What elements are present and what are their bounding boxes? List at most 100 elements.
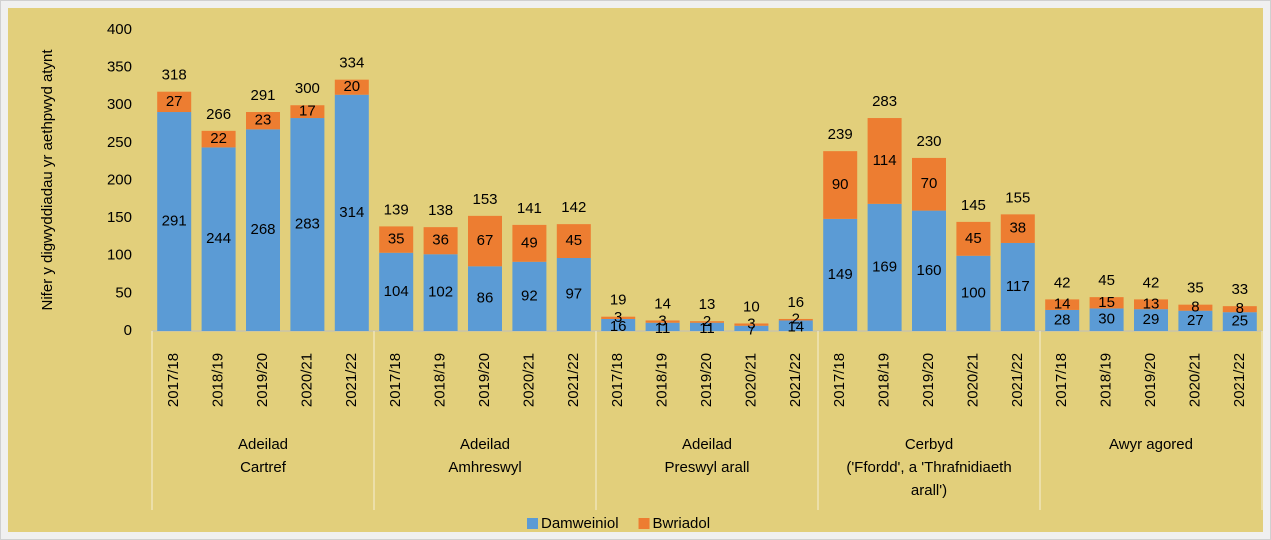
segment-label: 45 (565, 232, 582, 249)
x-tick-label: 2021/22 (343, 353, 360, 407)
bar-segment (1178, 304, 1213, 311)
total-label: 138 (428, 202, 453, 219)
segment-label: 3 (658, 313, 666, 330)
segment-label: 97 (565, 285, 582, 302)
x-tick-label: 2021/22 (1009, 353, 1026, 407)
segment-label: 45 (965, 230, 982, 247)
legend-swatch (638, 518, 650, 529)
segment-label: 149 (828, 266, 853, 283)
segment-label: 11 (655, 320, 671, 337)
bar-segment (423, 254, 458, 331)
x-tick-label: 2017/18 (1053, 353, 1070, 407)
bar-segment (1089, 297, 1124, 309)
bar-segment (246, 112, 280, 130)
bar-segment (645, 322, 680, 331)
x-tick-label: 2017/18 (165, 353, 182, 407)
bar-segment (246, 129, 280, 331)
bar-segment (379, 226, 414, 253)
segment-label: 244 (206, 230, 231, 247)
bar-segment (1045, 309, 1080, 331)
group-label: Cartref (240, 459, 287, 476)
x-tick-label: 2018/19 (876, 353, 893, 407)
legend-label: Damweiniol (541, 515, 619, 532)
total-label: 13 (699, 296, 716, 313)
segment-label: 20 (343, 78, 360, 95)
x-tick-label: 2018/19 (654, 353, 671, 407)
x-tick-label: 2021/22 (1231, 353, 1248, 407)
y-tick-label: 0 (124, 322, 132, 339)
group-label: Adeilad (238, 436, 288, 453)
segment-label: 2 (792, 311, 800, 328)
bar-segment (645, 320, 680, 323)
segment-label: 70 (921, 175, 938, 192)
group-label: Preswyl arall (664, 459, 749, 476)
segment-label: 14 (1054, 296, 1071, 313)
x-tick-label: 2020/21 (742, 353, 759, 407)
y-tick-label: 250 (107, 134, 132, 151)
bar-segment (334, 94, 369, 331)
total-label: 33 (1231, 281, 1248, 298)
bar-segment (334, 79, 369, 95)
bar-segment (1134, 309, 1168, 331)
total-label: 291 (250, 87, 275, 104)
segment-label: 3 (747, 316, 755, 333)
bar-segment (290, 118, 325, 331)
bar-segment (1089, 308, 1124, 331)
total-label: 145 (961, 197, 986, 214)
segment-label: 7 (747, 321, 755, 338)
x-tick-label: 2017/18 (387, 353, 404, 407)
segment-label: 291 (162, 212, 187, 229)
bar-segment (1000, 214, 1035, 243)
total-label: 35 (1187, 280, 1204, 297)
group-label: Amhreswyl (448, 459, 521, 476)
group-label: Adeilad (682, 436, 732, 453)
group-label: Awyr agored (1109, 436, 1193, 453)
bar-segment (157, 91, 192, 113)
segment-label: 283 (295, 215, 320, 232)
x-tick-label: 2019/20 (698, 353, 715, 407)
segment-label: 17 (299, 103, 316, 120)
bar-segment (1222, 312, 1257, 331)
segment-label: 27 (166, 93, 183, 110)
x-tick-label: 2021/22 (787, 353, 804, 407)
x-tick-label: 2021/22 (565, 353, 582, 407)
x-tick-label: 2019/20 (920, 353, 937, 407)
bar-segment (423, 227, 458, 255)
bar-segment (1134, 299, 1168, 310)
group-label: Cerbyd (905, 436, 953, 453)
segment-label: 86 (477, 290, 494, 307)
bar-segment (867, 203, 902, 331)
bar-segment (201, 147, 236, 331)
segment-label: 25 (1231, 313, 1248, 330)
segment-label: 38 (1009, 220, 1026, 237)
x-tick-label: 2020/21 (520, 353, 537, 407)
bar-segment (734, 325, 769, 331)
x-tick-label: 2020/21 (298, 353, 315, 407)
segment-label: 268 (250, 221, 275, 238)
x-tick-label: 2018/19 (1098, 353, 1115, 407)
bar-segment (1178, 310, 1213, 331)
total-label: 42 (1143, 274, 1160, 291)
segment-label: 23 (255, 112, 272, 129)
y-tick-label: 200 (107, 171, 132, 188)
bar-segment (778, 320, 813, 331)
y-axis-title: Nifer y digwyddiadau yr aethpwyd atynt (39, 49, 56, 311)
segment-label: 22 (210, 130, 227, 147)
total-label: 142 (561, 199, 586, 216)
legend-swatch (527, 518, 538, 529)
x-tick-label: 2018/19 (210, 353, 227, 407)
total-label: 230 (916, 133, 941, 150)
x-tick-label: 2020/21 (964, 353, 981, 407)
x-tick-label: 2019/20 (254, 353, 271, 407)
segment-label: 11 (699, 320, 715, 337)
total-label: 300 (295, 80, 320, 97)
bar-segment (912, 157, 946, 211)
bar-segment (201, 130, 236, 148)
bar-segment (556, 258, 591, 331)
total-label: 10 (743, 298, 760, 315)
bar-segment (1000, 242, 1035, 331)
y-tick-label: 400 (107, 21, 132, 38)
segment-label: 14 (787, 319, 804, 336)
